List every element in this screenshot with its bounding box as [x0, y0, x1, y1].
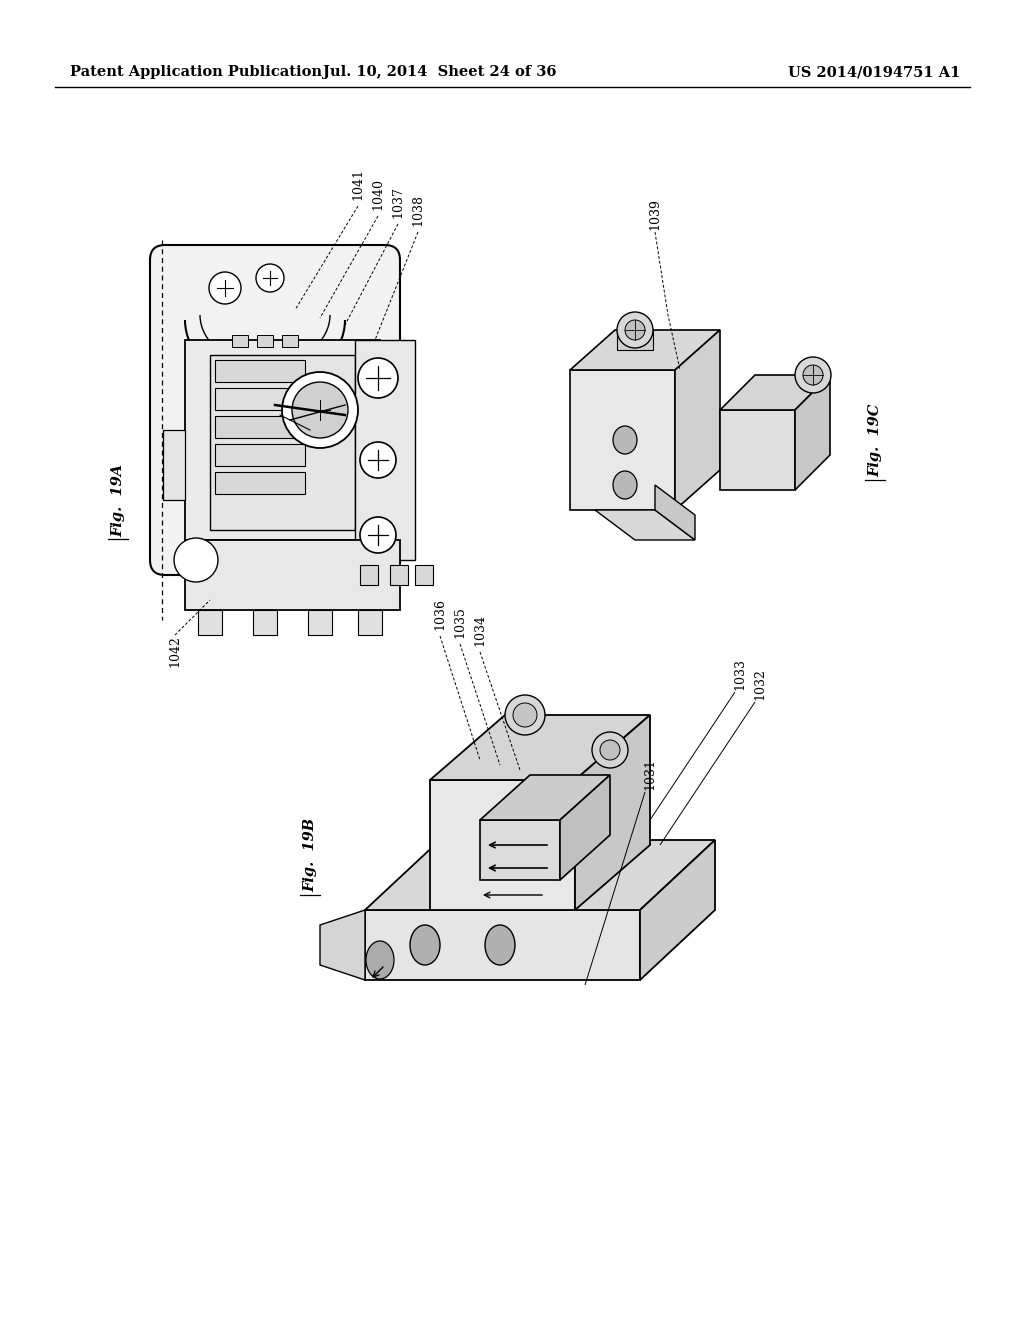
Text: 1038: 1038 — [412, 194, 425, 226]
Polygon shape — [480, 820, 560, 880]
Circle shape — [505, 696, 545, 735]
Circle shape — [174, 539, 218, 582]
Circle shape — [282, 372, 358, 447]
Circle shape — [600, 741, 620, 760]
Bar — [253, 610, 278, 635]
Polygon shape — [365, 909, 640, 979]
Bar — [415, 565, 433, 585]
Text: 1035: 1035 — [454, 606, 467, 638]
Polygon shape — [720, 411, 795, 490]
Polygon shape — [595, 510, 695, 540]
Circle shape — [209, 272, 241, 304]
Circle shape — [617, 312, 653, 348]
Polygon shape — [365, 840, 715, 909]
Circle shape — [795, 356, 831, 393]
Bar — [185, 341, 380, 540]
Polygon shape — [430, 715, 650, 780]
Polygon shape — [430, 780, 575, 909]
Text: Fig.  19A: Fig. 19A — [111, 463, 125, 536]
Bar — [185, 540, 400, 610]
Polygon shape — [560, 775, 610, 880]
Bar — [215, 360, 305, 381]
Circle shape — [513, 704, 537, 727]
Bar — [215, 388, 305, 411]
Polygon shape — [795, 375, 830, 490]
Polygon shape — [570, 370, 675, 510]
Circle shape — [625, 319, 645, 341]
Polygon shape — [319, 909, 365, 979]
Text: Patent Application Publication: Patent Application Publication — [70, 65, 322, 79]
Circle shape — [803, 366, 823, 385]
Circle shape — [360, 442, 396, 478]
Text: US 2014/0194751 A1: US 2014/0194751 A1 — [787, 65, 961, 79]
Circle shape — [292, 381, 348, 438]
Text: Fig.  19C: Fig. 19C — [868, 404, 882, 477]
Text: Fig.  19B: Fig. 19B — [303, 818, 317, 892]
Circle shape — [360, 517, 396, 553]
Text: 1037: 1037 — [391, 186, 404, 218]
Ellipse shape — [613, 426, 637, 454]
Bar — [358, 610, 382, 635]
Text: 1036: 1036 — [433, 598, 446, 630]
Text: 1032: 1032 — [754, 668, 767, 700]
Polygon shape — [480, 775, 610, 820]
Bar — [198, 610, 222, 635]
Polygon shape — [575, 715, 650, 909]
Polygon shape — [655, 484, 695, 540]
Polygon shape — [675, 330, 720, 510]
Bar — [210, 355, 355, 531]
Text: 1041: 1041 — [351, 168, 365, 201]
Text: 1042: 1042 — [169, 635, 181, 667]
Circle shape — [256, 264, 284, 292]
Ellipse shape — [613, 471, 637, 499]
Polygon shape — [640, 840, 715, 979]
Bar — [360, 565, 378, 585]
FancyBboxPatch shape — [150, 246, 400, 576]
Text: 1031: 1031 — [643, 758, 656, 789]
Bar — [617, 330, 653, 350]
Text: 1034: 1034 — [473, 614, 486, 645]
Bar — [215, 444, 305, 466]
Polygon shape — [720, 375, 830, 411]
Ellipse shape — [410, 925, 440, 965]
Ellipse shape — [485, 925, 515, 965]
Text: 1039: 1039 — [648, 198, 662, 230]
Circle shape — [358, 358, 398, 399]
Polygon shape — [570, 330, 720, 370]
Bar — [390, 565, 408, 585]
Bar — [282, 335, 298, 347]
Circle shape — [592, 733, 628, 768]
Text: Jul. 10, 2014  Sheet 24 of 36: Jul. 10, 2014 Sheet 24 of 36 — [324, 65, 557, 79]
Bar — [308, 610, 332, 635]
Bar — [355, 341, 415, 560]
Bar — [215, 416, 305, 438]
Text: 1033: 1033 — [733, 657, 746, 690]
Bar — [163, 430, 185, 500]
Text: 1040: 1040 — [372, 178, 384, 210]
Ellipse shape — [366, 941, 394, 979]
Bar — [257, 335, 273, 347]
Bar — [232, 335, 248, 347]
Bar — [215, 473, 305, 494]
